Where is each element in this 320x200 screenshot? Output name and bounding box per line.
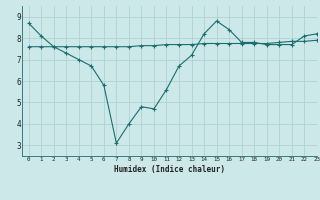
X-axis label: Humidex (Indice chaleur): Humidex (Indice chaleur): [114, 165, 225, 174]
